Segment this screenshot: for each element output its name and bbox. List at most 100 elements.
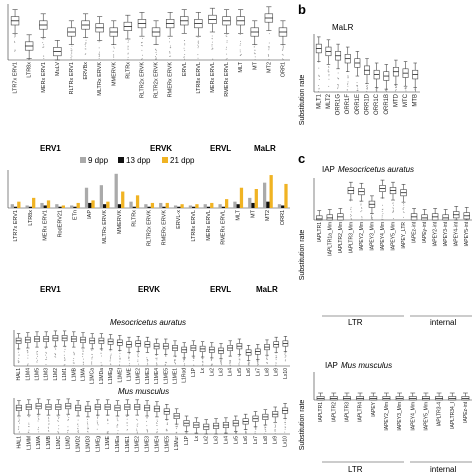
group-label-ervk-bar: ERVK — [138, 285, 160, 294]
panel-a-bar-tick-label: LTR8x ERVL — [191, 210, 197, 242]
panel-a-l1-bottom-outlier — [48, 419, 50, 421]
panel-a-top-outlier — [282, 45, 284, 47]
panel-a-top-outlier — [155, 57, 157, 59]
panel-a-l1-top-outlier — [91, 358, 93, 360]
panel-a-top-outlier — [239, 51, 241, 53]
panel-a-l1-bottom-outlier — [284, 426, 286, 428]
panel-a-l1-top-outlier — [156, 365, 158, 367]
panel-a-l1-bottom-outlier — [146, 425, 148, 427]
panel-a-l1-bottom-outlier — [156, 424, 158, 426]
panel-c-top-outlier — [361, 218, 363, 220]
panel-a-l1-top-outlier — [100, 352, 102, 354]
panel-a-l1-bottom-outlier — [77, 419, 79, 421]
panel-a-species-top: Mesocricetus auratus — [110, 318, 186, 327]
panel-a-l1-top-outlier — [202, 362, 204, 364]
bar-9dpp-7 — [114, 173, 118, 208]
bar-21dpp-2 — [46, 200, 51, 208]
panel-b-outlier — [328, 71, 330, 73]
panel-a-l1-top-outlier — [220, 361, 222, 363]
bar-21dpp-13 — [210, 202, 214, 208]
bar-13dpp-2 — [43, 205, 47, 208]
panel-a-l1-top-outlier — [73, 352, 75, 354]
panel-a-l1-top-outlier — [138, 363, 140, 365]
panel-a-l1-top-outlier — [156, 364, 158, 366]
bar-9dpp-8 — [129, 201, 133, 208]
panel-a-top-outlier — [14, 49, 16, 51]
panel-a-top-outlier — [127, 40, 129, 42]
panel-a-l1-top-outlier — [46, 358, 48, 360]
panel-a-l1-bottom-tick-label: L1ME — [105, 435, 111, 449]
panel-a-l1-top-outlier — [17, 351, 19, 353]
panel-a-l1-top-tick-label: L1M2 — [53, 368, 59, 381]
panel-a-top-outlier — [184, 53, 186, 55]
panel-a-l1-top-outlier — [193, 358, 195, 360]
panel-a-l1-bottom-outlier — [86, 430, 88, 432]
panel-a-bar-tick-label: MT2 — [265, 210, 271, 221]
panel-a-l1-bottom-tick-label: Lx9 — [273, 436, 279, 444]
panel-a-l1-top-tick-label: L1M3 — [44, 368, 50, 381]
panel-c-top-outlier — [350, 208, 352, 210]
panel-a-l1-top-outlier — [266, 356, 268, 358]
panel-b-outlier — [346, 89, 348, 91]
panel-a-top-outlier — [211, 41, 213, 43]
panel-a-l1-bottom-outlier — [67, 420, 69, 422]
panel-a-l1-top-outlier — [63, 364, 65, 366]
panel-b-outlier — [328, 67, 330, 69]
panel-a-l1-top-outlier — [174, 359, 176, 361]
panel-a-top-outlier — [268, 46, 270, 48]
panel-a-top-outlier — [253, 52, 255, 54]
bar-9dpp-9 — [144, 204, 148, 208]
panel-a-l1-top-tick-label: Lx — [200, 368, 206, 374]
panel-a-l1-bottom-outlier — [117, 430, 119, 432]
panel-a-l1-top-outlier — [276, 356, 278, 358]
bar-13dpp-12 — [192, 206, 196, 208]
panel-a-l1-top-outlier — [202, 364, 204, 366]
panel-a-l1-bottom-outlier — [245, 432, 247, 434]
panel-a-l1-bottom-outlier — [126, 422, 128, 424]
panel-a-l1-top-outlier — [137, 361, 139, 363]
bar-9dpp-6 — [99, 185, 103, 208]
panel-a-species-bottom: Mus musculus — [118, 387, 169, 396]
panel-a-l1-bottom-outlier — [38, 431, 40, 433]
panel-c-top-outlier — [392, 210, 394, 212]
panel-a-l1-top-outlier — [17, 362, 19, 364]
panel-a-l1-top-outlier — [63, 351, 65, 353]
bar-21dpp-1 — [32, 197, 36, 208]
panel-b-outlier — [337, 72, 339, 74]
panel-a-l1-top-outlier — [109, 350, 111, 352]
panel-b-tick-label: MTB — [413, 94, 419, 107]
panel-b-tick-label: MLT1 — [316, 93, 322, 109]
bar-21dpp-7 — [121, 191, 125, 208]
panel-a-top-outlier — [282, 58, 284, 60]
panel-c-top-outlier — [381, 210, 383, 212]
panel-a-l1-top-outlier — [239, 354, 241, 356]
panel-a-l1-top-outlier — [101, 349, 103, 351]
panel-a-top-outlier — [267, 54, 269, 56]
panel-a-l1-bottom-outlier — [97, 417, 99, 419]
legend-swatch-13dpp — [118, 157, 124, 163]
panel-a-l1-top-outlier — [211, 364, 213, 366]
panel-c-top-outlier — [350, 218, 352, 220]
panel-a-l1-top-outlier — [202, 360, 204, 362]
panel-a-bar-tick-label: RMERx ERVL — [221, 210, 227, 245]
panel-a-l1-top-outlier — [248, 362, 250, 364]
panel-a-l1-top-outlier — [54, 353, 56, 355]
panel-a-l1-top-outlier — [210, 359, 212, 361]
panel-c-top-tick-label: IAPEY5-int — [464, 221, 470, 246]
panel-a-l1-top-outlier — [100, 355, 102, 357]
panel-a-l1-top-outlier — [165, 361, 167, 363]
panel-a-l1-bottom-outlier — [136, 432, 138, 434]
panel-a-l1-bottom-outlier — [284, 431, 286, 433]
panel-c-top-plot: IAPLTR1 IAPLTR1a_Mm IAPLTR2_Mm IAPLTR3_Mm IA… — [313, 178, 472, 256]
panel-a-l1-top-outlier — [155, 354, 157, 356]
panel-a-l1-bottom-tick-label: L1MD3 — [85, 436, 91, 452]
panel-a-l1-top-outlier — [109, 358, 111, 360]
panel-c-bottom-tick-label: IAPLTR4 — [358, 402, 364, 422]
panel-a-l1-bottom-tick-label: Lx10 — [283, 436, 289, 447]
bar-13dpp-13 — [206, 206, 211, 208]
panel-a-top-outlier — [211, 48, 213, 50]
panel-a-l1-bottom-outlier — [87, 427, 89, 429]
panel-a-l1-bottom-outlier — [107, 420, 109, 422]
panel-a-top-outlier — [113, 54, 115, 56]
panel-a-l1-bottom-outlier — [166, 428, 168, 430]
